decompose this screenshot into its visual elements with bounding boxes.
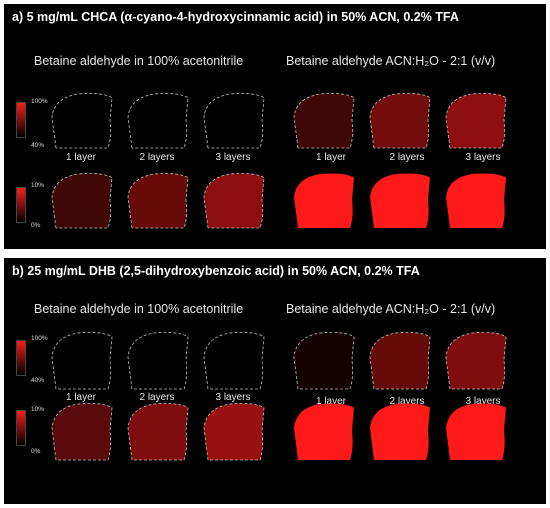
- panel-a-caption-r2: 2 layers: [389, 152, 425, 163]
- panel-a-bottom-tissue-3: [203, 173, 265, 229]
- panel-a-bottom-tissue-2: [127, 173, 189, 229]
- panel-a-scale-bottom-max: 10%: [31, 182, 45, 189]
- panel-b-left-group-title: Betaine aldehyde in 100% acetonitrile: [34, 302, 244, 316]
- panel-a-scale-bottom-min: 0%: [31, 222, 41, 229]
- panel-a-top-tissue-6: [445, 93, 507, 149]
- panel-a-caption-r3: 3 layers: [465, 152, 501, 163]
- panel-b-top-tissue-4: [293, 332, 355, 390]
- panel-a-tissue-images: [51, 93, 507, 229]
- panel-b-bottom-tissue-5: [370, 403, 430, 460]
- panel-b-tissue-images: [51, 332, 507, 461]
- panel-b-top-tissue-6: [445, 332, 507, 390]
- panel-a-top-tissue-4: [293, 93, 355, 149]
- panel-b-top-tissue-5: [369, 332, 431, 390]
- panel-b-bottom-tissue-4: [294, 403, 354, 460]
- panel-a-caption-l1: 1 layer: [65, 152, 96, 163]
- panel-b-top-tissue-3: [203, 332, 265, 390]
- panel-a-top-tissue-1: [51, 93, 113, 149]
- panel-a-caption-l3: 3 layers: [215, 152, 251, 163]
- panel-b-top-tissue-2: [127, 332, 189, 390]
- panel-b-scale-top-max: 100%: [31, 335, 48, 342]
- panel-b-caption-l1: 1 layer: [65, 392, 96, 403]
- panel-b-scale-bottom: [16, 410, 26, 446]
- panel-a-scale-top-min: 40%: [31, 142, 45, 149]
- panel-b-bottom-tissue-2: [127, 403, 189, 461]
- panel-b-bottom-tissue-6: [446, 403, 506, 460]
- panel-a-scale-bottom: [16, 187, 26, 223]
- panel-b: b) 25 mg/mL DHB (2,5-dihydroxybenzoic ac…: [4, 258, 546, 504]
- panel-a-scale-top: [16, 102, 26, 138]
- panel-a-caption-l2: 2 layers: [139, 152, 175, 163]
- panel-b-scale-top-min: 40%: [31, 377, 45, 384]
- panel-a-bottom-tissue-4: [294, 173, 354, 228]
- panel-a-top-tissue-2: [127, 93, 189, 149]
- panel-b-bottom-tissue-1: [51, 403, 113, 461]
- panel-b-top-tissue-1: [51, 332, 113, 390]
- panel-b-caption-r2: 2 layers: [389, 396, 425, 407]
- panel-a-bottom-tissue-1: [51, 173, 113, 229]
- panel-b-bottom-tissue-3: [203, 403, 265, 461]
- panel-a-title: a) 5 mg/mL CHCA (α-cyano-4-hydroxycinnam…: [12, 10, 459, 24]
- panel-a: a) 5 mg/mL CHCA (α-cyano-4-hydroxycinnam…: [4, 4, 546, 249]
- panel-b-right-group-title: Betaine aldehyde ACN:H₂O - 2:1 (v/v): [286, 302, 496, 316]
- panel-b-caption-l3: 3 layers: [215, 392, 251, 403]
- panel-a-top-tissue-5: [369, 93, 431, 149]
- panel-a-left-group-title: Betaine aldehyde in 100% acetonitrile: [34, 54, 244, 68]
- panel-b-caption-l2: 2 layers: [139, 392, 175, 403]
- panel-b-scale-bottom-min: 0%: [31, 448, 41, 455]
- panel-b-scale-bottom-max: 10%: [31, 406, 45, 413]
- panel-a-scale-top-max: 100%: [31, 98, 48, 105]
- panel-b-caption-r3: 3 layers: [465, 396, 501, 407]
- panel-a-bottom-tissue-5: [370, 173, 430, 228]
- panel-a-right-group-title: Betaine aldehyde ACN:H₂O - 2:1 (v/v): [286, 54, 496, 68]
- panel-b-scale-top: [16, 340, 26, 376]
- panel-a-caption-r1: 1 layer: [315, 152, 346, 163]
- panel-a-top-tissue-3: [203, 93, 265, 149]
- panel-a-bottom-tissue-6: [446, 173, 506, 228]
- panel-b-title: b) 25 mg/mL DHB (2,5-dihydroxybenzoic ac…: [12, 264, 420, 278]
- panel-b-caption-r1: 1 layer: [315, 396, 346, 407]
